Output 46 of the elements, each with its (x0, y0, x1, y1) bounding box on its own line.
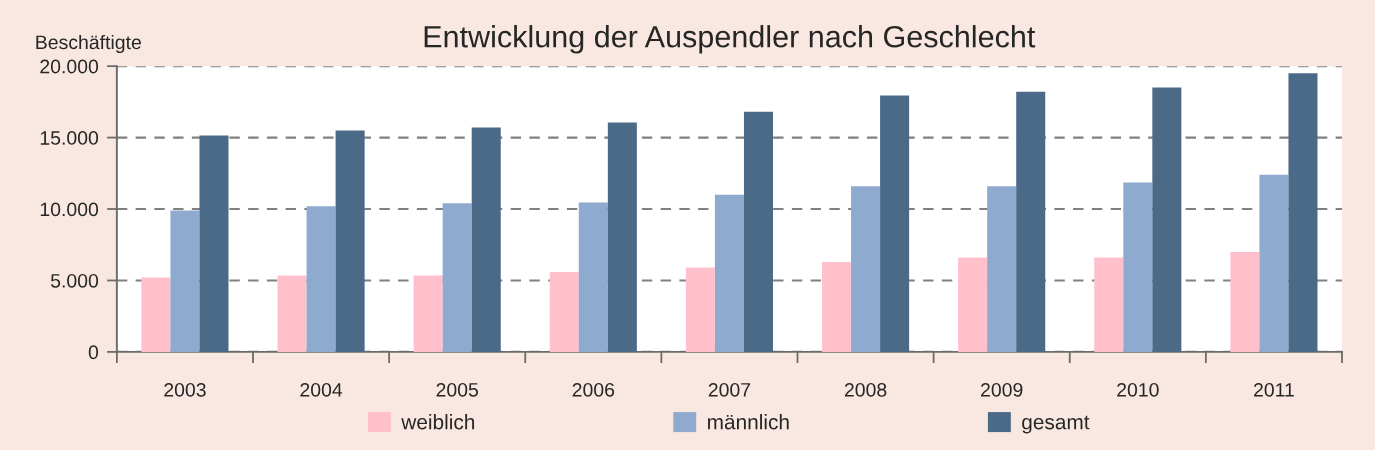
bar (880, 95, 910, 352)
y-axis-title: Beschäftigte (36, 34, 141, 54)
bar (306, 206, 336, 352)
bar (607, 122, 637, 352)
y-tick-label: 15.000 (40, 131, 99, 145)
bar (714, 194, 744, 352)
bar (335, 130, 365, 352)
bar (685, 267, 715, 352)
bar (1094, 257, 1124, 352)
bar (822, 261, 852, 352)
x-tick-label: 2003 (164, 382, 206, 397)
y-tick-label: 20.000 (40, 59, 99, 74)
bar (1123, 182, 1153, 352)
x-tick-label: 2007 (708, 382, 751, 397)
bar (471, 127, 501, 352)
x-tick-label: 2010 (1117, 382, 1159, 397)
bar (1230, 251, 1260, 352)
x-tick-label: 2004 (300, 382, 343, 397)
bar (277, 275, 307, 352)
x-tick-label: 2005 (436, 382, 478, 397)
y-tick-label: 10.000 (40, 202, 99, 217)
chart-title: Entwicklung der Auspendler nach Geschlecht (424, 25, 1036, 54)
y-tick-label: 0 (88, 345, 99, 360)
bar (851, 186, 881, 352)
bar (743, 111, 773, 352)
x-tick-label: 2006 (572, 382, 615, 397)
bar (549, 271, 579, 352)
bar (141, 277, 171, 352)
x-tick-label: 2009 (981, 382, 1023, 397)
bar (1152, 87, 1182, 352)
y-tick-label: 5.000 (50, 273, 99, 288)
x-tick-label: 2011 (1254, 382, 1294, 397)
bar (1288, 73, 1318, 352)
bar (442, 203, 472, 352)
legend-label: männlich (708, 414, 789, 430)
bar (199, 135, 229, 352)
bar (170, 210, 200, 352)
bar (1016, 91, 1046, 352)
bar (1259, 174, 1289, 352)
bar (958, 257, 988, 352)
legend-label: weiblich (401, 414, 475, 430)
legend-label: gesamt (1022, 415, 1090, 434)
x-tick-label: 2008 (844, 382, 887, 397)
bar (413, 275, 443, 352)
bar (987, 186, 1017, 352)
bar (578, 202, 608, 352)
